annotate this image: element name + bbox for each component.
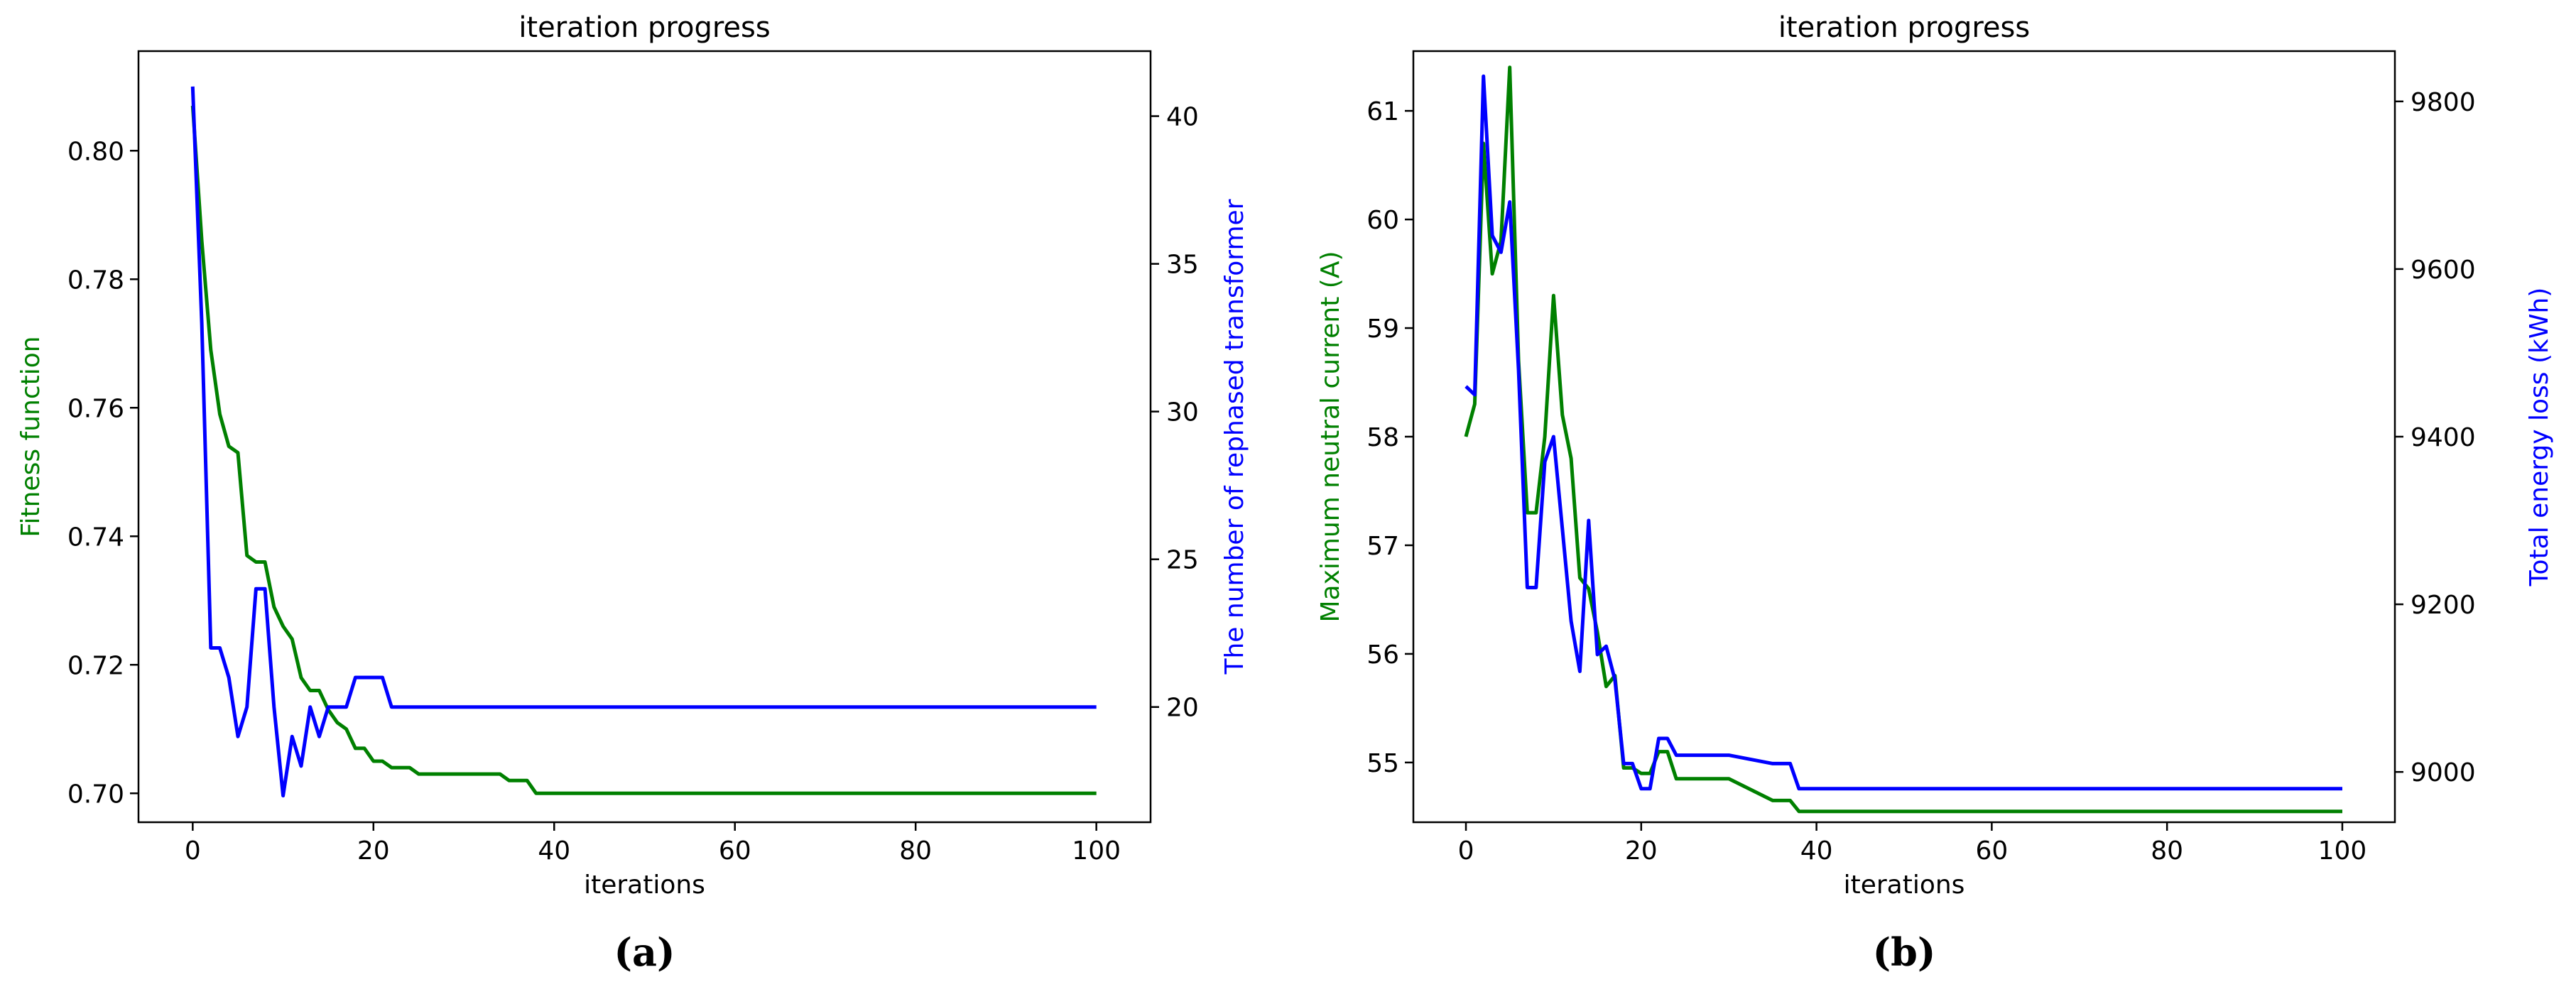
chart-a: 0 20 40 60 80 100 0.70 0.72 0.74 0.76 0.78 0.80 20 25… [16, 11, 1249, 975]
chart-a-y-right-axis-label: The number of rephased transformer [1220, 199, 1249, 675]
chart-a-series-right-line [190, 86, 1097, 798]
chart-b-y-left-tick-label: 61 [1366, 97, 1399, 126]
chart-a-y-left-tick-label: 0.72 [67, 651, 124, 680]
chart-b-y-right-tick-label: 9800 [2411, 88, 2476, 117]
chart-b-y-right-tick-label: 9000 [2411, 758, 2476, 787]
chart-a-y-left-tick-label: 0.70 [67, 780, 124, 809]
chart-b-x-tick-label: 40 [1800, 836, 1833, 866]
chart-b-y-right-axis-label: Total energy loss (kWh) [2525, 288, 2554, 587]
chart-a-x-tick-label: 100 [1072, 836, 1121, 866]
chart-a-y-left-axis-label: Fitness function [16, 336, 45, 537]
chart-b-y-right-tick-label: 9200 [2411, 591, 2476, 620]
chart-a-x-tick-label: 60 [719, 836, 751, 866]
chart-b-series-right-line [1464, 74, 2342, 791]
chart-a-y-left-tick-label: 0.76 [67, 394, 124, 423]
chart-b-y-right-tick-label: 9400 [2411, 423, 2476, 452]
chart-b-y-left-tick-label: 55 [1366, 749, 1399, 778]
chart-b-x-tick-label: 100 [2318, 836, 2367, 866]
chart-a-y-right-tick-label: 25 [1166, 546, 1199, 575]
chart-b-x-tick-label: 0 [1458, 836, 1474, 866]
chart-b-y-right-tick-label: 9600 [2411, 256, 2476, 285]
chart-a-plot-frame [137, 50, 1152, 824]
chart-b-y-left-tick-label: 59 [1366, 315, 1399, 344]
chart-a-y-left-tick-label: 0.74 [67, 523, 124, 552]
chart-b-x-tick-label: 20 [1625, 836, 1658, 866]
chart-b-series-left-line [1464, 65, 2342, 814]
chart-b-y-left-tick-label: 60 [1366, 206, 1399, 235]
chart-a-title: iteration progress [518, 11, 770, 44]
chart-b-y-left-axis-label: Maximum neutral current (A) [1316, 251, 1345, 622]
chart-a-x-tick-label: 40 [538, 836, 570, 866]
chart-a-series-left-line [190, 105, 1097, 795]
chart-a-x-tick-label: 20 [357, 836, 390, 866]
chart-a-y-left-tick-label: 0.80 [67, 137, 124, 166]
chart-b-y-left-tick-label: 56 [1366, 640, 1399, 670]
chart-a-y-right-tick-label: 40 [1166, 103, 1199, 132]
chart-a-x-axis-label: iterations [584, 871, 705, 900]
chart-b: 0 20 40 60 80 100 55 56 57 58 59 60 61 9000 9200 9400 96… [1316, 11, 2554, 975]
chart-b-x-tick-label: 80 [2151, 836, 2183, 866]
chart-a-x-tick-label: 80 [899, 836, 932, 866]
chart-b-y-left-tick-label: 57 [1366, 532, 1399, 561]
chart-a-x-tick-label: 0 [185, 836, 201, 866]
chart-a-y-left-tick-label: 0.78 [67, 266, 124, 295]
chart-b-x-tick-label: 60 [1975, 836, 2008, 866]
chart-b-panel-label: (b) [1873, 929, 1936, 975]
chart-b-x-axis-label: iterations [1844, 871, 1965, 900]
chart-b-title: iteration progress [1778, 11, 2030, 44]
chart-a-y-right-tick-label: 35 [1166, 251, 1199, 280]
chart-b-plot-frame [1412, 50, 2396, 824]
chart-b-y-left-tick-label: 58 [1366, 423, 1399, 452]
chart-a-y-right-tick-label: 30 [1166, 398, 1199, 427]
chart-a-y-right-tick-label: 20 [1166, 694, 1199, 723]
chart-a-panel-label: (a) [614, 929, 675, 975]
